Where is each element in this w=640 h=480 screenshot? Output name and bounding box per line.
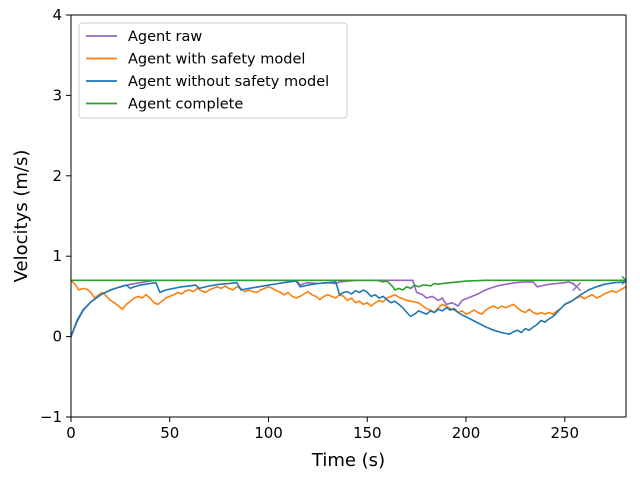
plot-frame — [70, 14, 627, 418]
y-tick-label: 0 — [52, 328, 62, 346]
y-tick-label: 3 — [52, 86, 62, 104]
series-line — [71, 279, 626, 291]
series-end-marker — [621, 275, 626, 285]
legend-entry: Agent with safety model — [86, 52, 305, 68]
y-tick-label: 1 — [52, 247, 62, 265]
legend-entry: Agent without safety model — [86, 74, 329, 90]
x-tick-label: 150 — [353, 424, 382, 442]
x-tick-label: 50 — [160, 424, 179, 442]
x-tick-label: 0 — [66, 424, 76, 442]
legend-entry: Agent complete — [86, 97, 243, 113]
legend-frame — [78, 22, 348, 119]
x-tick-label: 250 — [550, 424, 579, 442]
legend-entry: Agent raw — [86, 29, 202, 45]
y-tick-label: −1 — [40, 408, 62, 426]
x-axis-label: Time (s) — [311, 450, 385, 471]
x-tick-label: 100 — [254, 424, 283, 442]
y-tick-label: 2 — [52, 167, 62, 185]
series-layer — [71, 275, 626, 337]
series-end-marker — [572, 282, 582, 292]
x-tick-label: 200 — [452, 424, 481, 442]
series-line — [71, 279, 626, 315]
legend-label: Agent without safety model — [128, 74, 329, 90]
legend-label: Agent raw — [128, 29, 202, 45]
legend-label: Agent complete — [128, 97, 243, 113]
series-line — [71, 280, 626, 337]
y-axis-label: Velocitys (m/s) — [11, 150, 32, 283]
y-tick-label: 4 — [52, 6, 62, 24]
legend-label: Agent with safety model — [128, 52, 305, 68]
legend: Agent raw Agent with safety model Agent wi… — [78, 22, 348, 119]
